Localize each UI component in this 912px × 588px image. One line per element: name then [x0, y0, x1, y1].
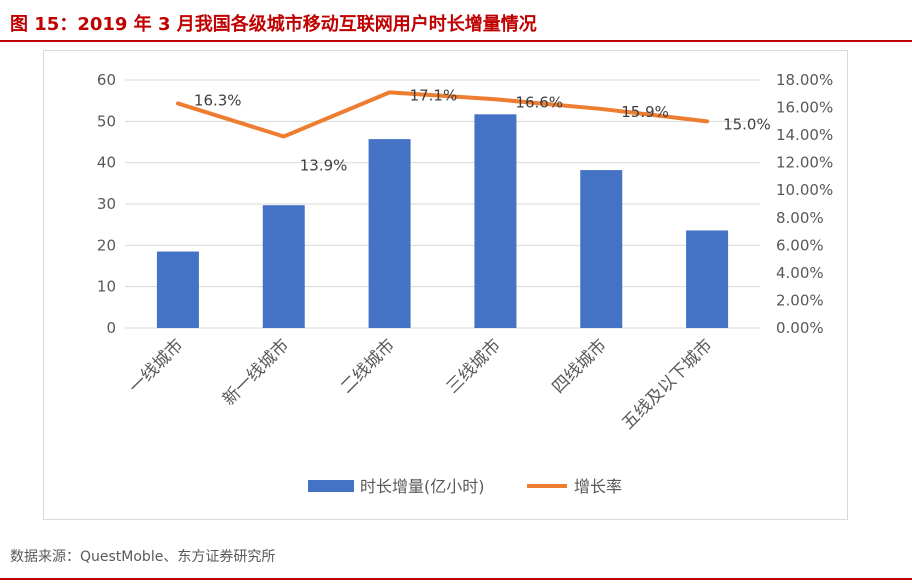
- bar: [686, 230, 729, 328]
- growth-point: [176, 101, 180, 105]
- right-axis-tick-label: 18.00%: [776, 71, 833, 89]
- bottom-rule: [0, 578, 912, 580]
- page-title: 图 15：2019 年 3 月我国各级城市移动互联网用户时长增量情况: [10, 14, 537, 35]
- legend-label-bar: 时长增量(亿小时): [360, 477, 485, 496]
- right-axis-tick-label: 14.00%: [776, 126, 833, 144]
- growth-point: [599, 107, 603, 111]
- right-axis-tick-label: 16.00%: [776, 99, 833, 117]
- left-axis-tick-label: 20: [97, 236, 116, 254]
- bar: [580, 170, 623, 328]
- growth-point: [282, 134, 286, 138]
- right-axis-tick-label: 12.00%: [776, 154, 833, 172]
- growth-data-label: 17.1%: [410, 86, 458, 104]
- left-axis-tick-label: 60: [97, 71, 116, 89]
- left-axis-tick-label: 40: [97, 154, 116, 172]
- right-axis-tick-label: 0.00%: [776, 319, 824, 337]
- growth-data-label: 15.0%: [723, 115, 771, 133]
- growth-data-label: 16.3%: [194, 91, 242, 109]
- right-axis-tick-label: 6.00%: [776, 236, 824, 254]
- legend-label-line: 增长率: [574, 477, 622, 496]
- category-label: 三线城市: [443, 335, 505, 397]
- growth-data-label: 15.9%: [621, 103, 669, 121]
- growth-point: [705, 119, 709, 123]
- right-axis-tick-label: 10.00%: [776, 181, 833, 199]
- source-note: 数据来源：QuestMoble、东方证券研究所: [10, 549, 276, 565]
- growth-point: [493, 97, 497, 101]
- category-label: 新一线城市: [219, 335, 293, 409]
- right-axis-tick-label: 2.00%: [776, 291, 824, 309]
- category-label: 五线及以下城市: [618, 335, 716, 433]
- category-label: 二线城市: [337, 335, 399, 397]
- bar: [156, 251, 199, 328]
- growth-line: [175, 90, 710, 139]
- right-axis-tick-label: 4.00%: [776, 264, 824, 282]
- left-axis-tick-label: 50: [97, 112, 116, 130]
- growth-data-label: 16.6%: [515, 93, 563, 111]
- left-axis-tick-label: 0: [106, 319, 116, 337]
- left-axis-tick-label: 10: [97, 278, 116, 296]
- right-axis-tick-label: 8.00%: [776, 209, 824, 227]
- left-axis-tick-label: 30: [97, 195, 116, 213]
- growth-data-label: 13.9%: [300, 156, 348, 174]
- growth-point: [388, 90, 392, 94]
- bar: [474, 114, 517, 328]
- bar: [368, 139, 411, 328]
- category-label: 四线城市: [549, 335, 611, 397]
- category-label: 一线城市: [125, 335, 187, 397]
- legend-swatch-bar: [308, 480, 354, 492]
- title-bar: 图 15：2019 年 3 月我国各级城市移动互联网用户时长增量情况: [0, 0, 912, 42]
- bar: [262, 205, 305, 328]
